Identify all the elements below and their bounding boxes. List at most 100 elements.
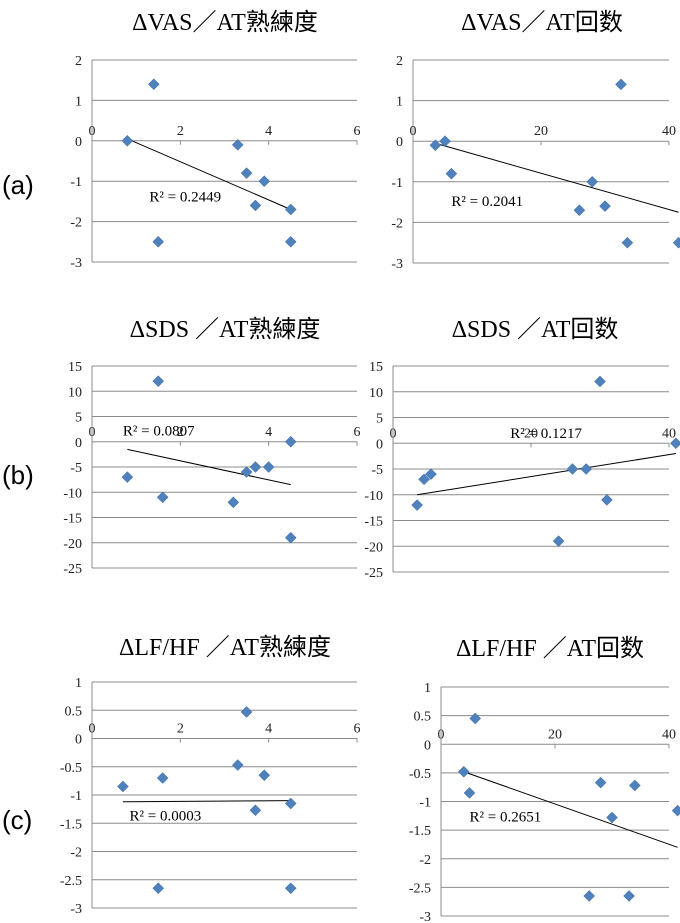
y-tick-label: 0.5: [414, 710, 432, 725]
y-tick-label: -10: [364, 489, 383, 504]
data-point: [586, 175, 599, 188]
data-point: [439, 135, 451, 148]
r-squared-label: R² = 0.2651: [470, 810, 542, 826]
data-point: [147, 78, 160, 91]
y-tick-label: 2: [75, 54, 82, 69]
x-tick-label: 2: [177, 425, 184, 440]
x-tick-label: 6: [354, 124, 361, 139]
trendline: [463, 771, 678, 848]
data-point: [231, 138, 244, 151]
row-label-c: (c): [2, 805, 33, 835]
r-squared-label: R² = 0.2041: [451, 194, 523, 210]
x-tick-label: 0: [410, 124, 417, 139]
data-point: [258, 175, 271, 188]
data-point: [284, 797, 297, 810]
data-point: [594, 375, 606, 388]
data-point: [152, 375, 165, 388]
data-point: [231, 759, 244, 771]
data-point: [284, 203, 297, 216]
data-point: [566, 463, 579, 475]
y-tick-label: -25: [63, 562, 82, 577]
data-point: [121, 134, 134, 147]
y-tick-label: -1: [419, 796, 431, 811]
x-tick-label: 2: [177, 124, 184, 139]
data-point: [580, 463, 593, 475]
row-label-a: (a): [2, 170, 34, 200]
data-point: [284, 235, 297, 248]
data-point: [249, 199, 262, 212]
trendline: [122, 800, 291, 803]
chart-title: ΔSDS ／AT熟練度: [130, 316, 321, 343]
scatter-chart-6: ΔLF/HF ／AT回数 1 0.5 0 -0.5 -1 -1.5 -2 -2.5 -3 0 20 40…: [409, 635, 680, 923]
data-point: [429, 139, 442, 152]
data-point: [240, 466, 253, 478]
chart-title: ΔSDS ／AT回数: [452, 316, 619, 343]
data-point: [152, 235, 165, 248]
y-tick-label: -5: [70, 461, 82, 476]
data-point: [425, 468, 437, 481]
data-point: [671, 804, 680, 817]
x-tick-label: 2: [177, 722, 184, 737]
y-tick-label: -1: [391, 176, 403, 191]
data-point: [552, 535, 565, 547]
data-point: [573, 204, 586, 217]
chart-title: ΔVAS／AT回数: [461, 9, 623, 36]
y-tick-label: -0.5: [60, 761, 82, 776]
x-tick-label: 4: [265, 425, 272, 440]
data-point: [240, 706, 253, 718]
data-point: [672, 236, 680, 249]
row-label-b: (b): [2, 460, 34, 490]
data-point: [152, 882, 165, 895]
y-tick-label: 15: [369, 360, 383, 375]
y-tick-label: 1: [75, 94, 82, 109]
y-tick-label: -20: [364, 540, 383, 555]
y-tick-label: -1: [70, 789, 82, 804]
x-tick-label: 0: [89, 722, 96, 737]
x-tick-label: 40: [662, 124, 676, 139]
data-point: [601, 494, 613, 506]
r-squared-label: R² = 0.0807: [123, 424, 195, 440]
y-tick-label: 0: [376, 437, 383, 452]
y-tick-label: -5: [371, 463, 383, 478]
r-squared-label: R² = 0.1217: [510, 426, 582, 442]
data-point: [117, 780, 129, 793]
data-point: [457, 765, 470, 778]
y-tick-label: 1: [75, 676, 82, 691]
y-tick-label: -2: [70, 216, 82, 231]
x-tick-label: 6: [354, 425, 361, 440]
data-point: [284, 435, 297, 448]
data-point: [594, 776, 607, 789]
y-tick-label: -25: [364, 566, 383, 581]
y-tick-label: -1.5: [409, 824, 431, 839]
chart-title: ΔLF/HF ／AT熟練度: [119, 634, 331, 661]
y-tick-label: -1: [70, 175, 82, 190]
y-tick-label: -3: [70, 256, 82, 271]
y-tick-label: 0: [75, 733, 82, 748]
trendline: [127, 138, 291, 210]
y-tick-label: 0: [75, 135, 82, 150]
data-point: [583, 890, 596, 902]
y-tick-label: 1: [396, 95, 403, 110]
data-point: [445, 167, 458, 180]
y-tick-label: -3: [419, 910, 431, 923]
y-tick-label: -20: [63, 537, 82, 552]
x-tick-label: 4: [265, 722, 272, 737]
data-point: [262, 461, 275, 473]
chart-title: ΔVAS／AT熟練度: [132, 9, 318, 36]
data-point: [623, 890, 635, 902]
y-tick-label: -2.5: [60, 874, 82, 889]
y-tick-label: 1: [424, 681, 431, 696]
y-tick-label: -2: [70, 846, 82, 861]
chart-title: ΔLF/HF ／AT回数: [456, 635, 644, 662]
y-tick-label: -2.5: [409, 881, 431, 896]
data-point: [240, 167, 253, 179]
data-point: [156, 491, 169, 504]
r-squared-label: R² = 0.2449: [149, 189, 221, 205]
data-point: [249, 804, 262, 817]
y-tick-label: -1.5: [60, 817, 82, 832]
y-tick-label: 5: [75, 411, 82, 426]
